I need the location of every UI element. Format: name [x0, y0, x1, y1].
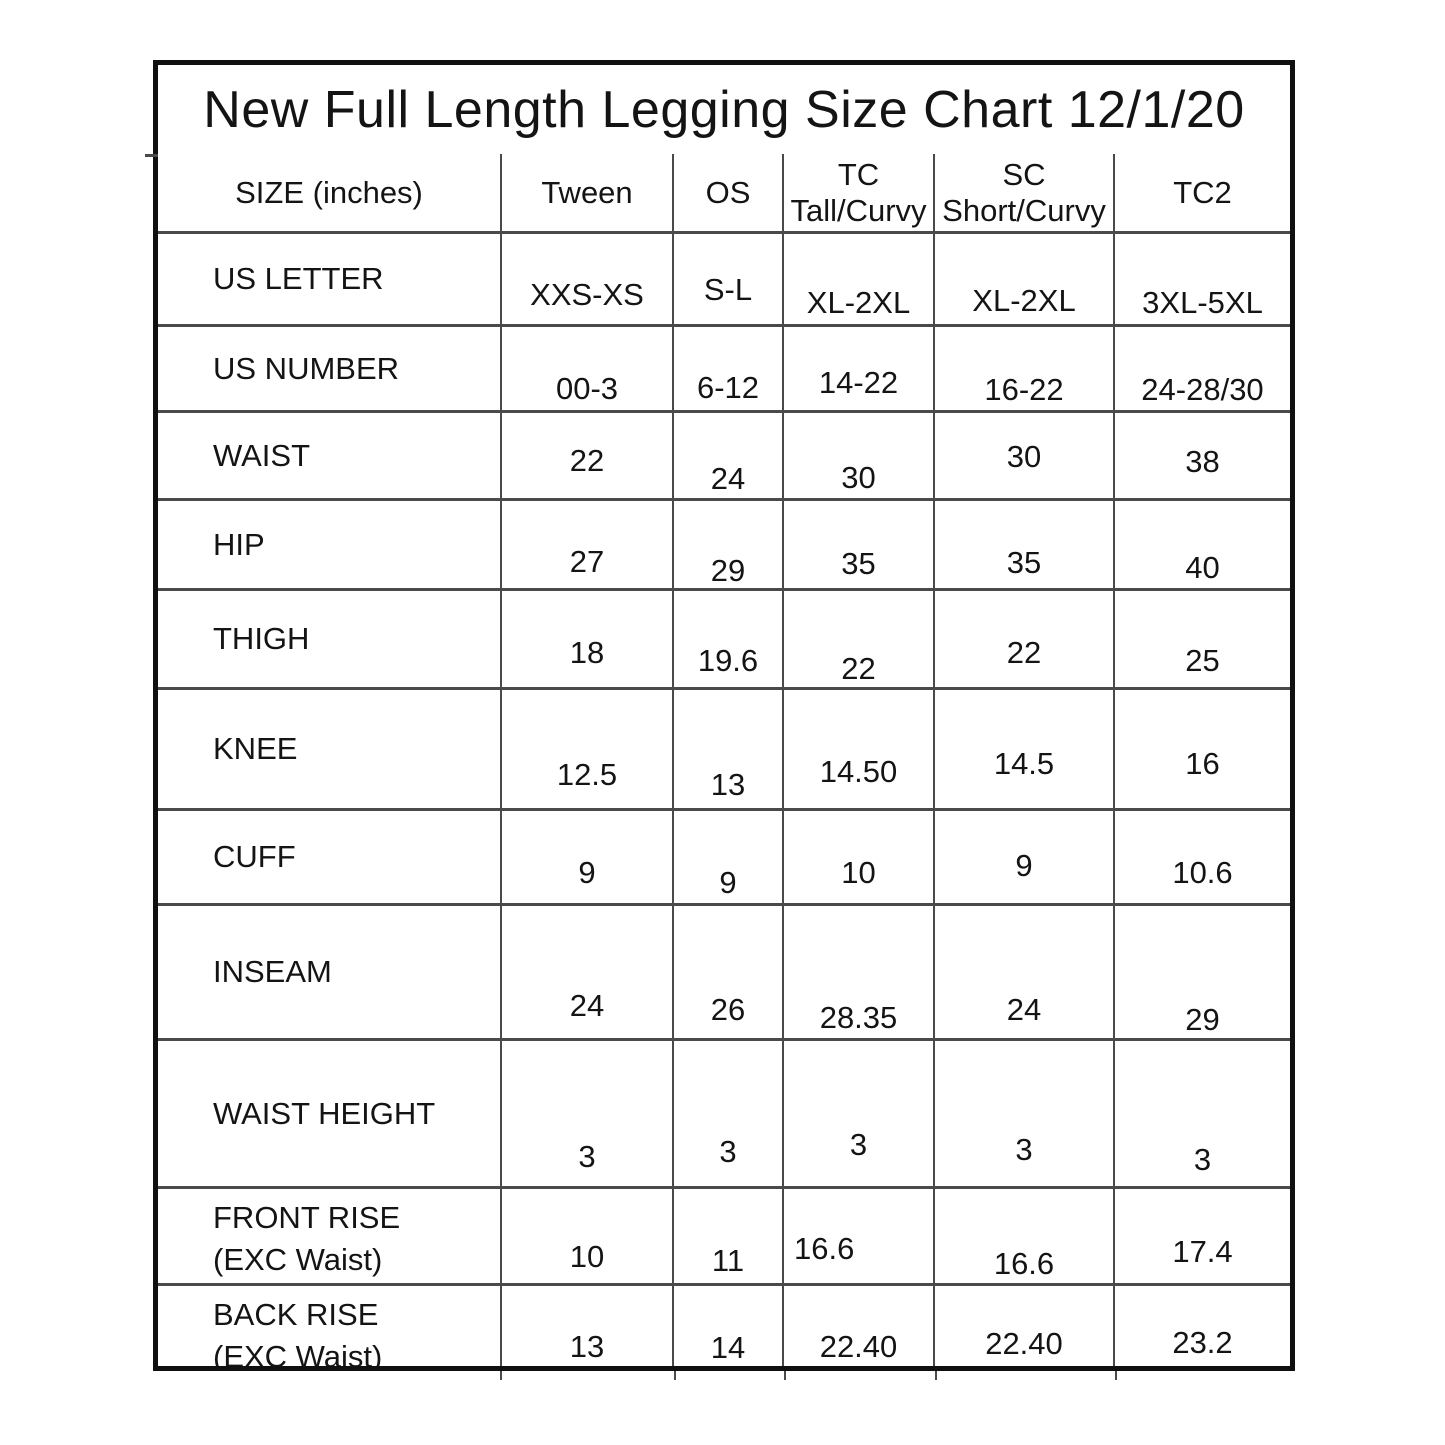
divider-stub: [674, 1371, 676, 1380]
cell-value: 13: [672, 690, 782, 808]
divider-stub: [500, 1371, 502, 1380]
header-cell-tween: Tween: [500, 154, 672, 231]
cell-value: 16.6: [782, 1189, 933, 1283]
table-row-hip: HIP 27 29 35 35 40: [158, 498, 1290, 588]
cell-value: 14.50: [782, 690, 933, 808]
cell-value: 24-28/30: [1113, 327, 1290, 410]
cell-value: 23.2: [1113, 1286, 1290, 1366]
cell-value: 9: [672, 811, 782, 903]
table-row-inseam: INSEAM 24 26 28.35 24 29: [158, 903, 1290, 1038]
cell-value: 9: [933, 811, 1113, 903]
cell-value: 22: [500, 413, 672, 498]
cell-value: 3: [500, 1041, 672, 1186]
size-chart-table: New Full Length Legging Size Chart 12/1/…: [145, 60, 1295, 1380]
cell-value: 18: [500, 591, 672, 687]
header-cell-size: SIZE (inches): [235, 174, 423, 210]
cell-value: 11: [672, 1189, 782, 1283]
table-row-knee: KNEE 12.5 13 14.50 14.5 16: [158, 687, 1290, 808]
cell-value: 9: [500, 811, 672, 903]
row-label: WAIST HEIGHT: [213, 1095, 436, 1131]
cell-value: 3: [1113, 1041, 1290, 1186]
table-row-thigh: THIGH 18 19.6 22 22 25: [158, 588, 1290, 687]
header-cell-tc2: TC2: [1113, 154, 1290, 231]
cell-value: XXS-XS: [500, 234, 672, 324]
cell-value: XL-2XL: [933, 234, 1113, 324]
title-separator-jut: [145, 154, 158, 157]
row-label: FRONT RISE (EXC Waist): [213, 1200, 401, 1277]
cell-value: 28.35: [782, 906, 933, 1038]
cell-value: 24: [672, 413, 782, 498]
header-cell-sc: SC Short/Curvy: [933, 154, 1113, 231]
cell-value: XL-2XL: [782, 234, 933, 324]
cell-value: 22: [782, 591, 933, 687]
cell-value: 25: [1113, 591, 1290, 687]
cell-value: 00-3: [500, 327, 672, 410]
cell-value: 35: [782, 501, 933, 588]
cell-value: 14.5: [933, 690, 1113, 808]
cell-value: 30: [782, 413, 933, 498]
row-label: HIP: [213, 526, 265, 562]
cell-value: 26: [672, 906, 782, 1038]
cell-value: 3XL-5XL: [1113, 234, 1290, 324]
cell-value: 22: [933, 591, 1113, 687]
row-label: INSEAM: [213, 954, 332, 990]
cell-value: 6-12: [672, 327, 782, 410]
divider-stub: [935, 1371, 937, 1380]
cell-value: 29: [672, 501, 782, 588]
title-row: New Full Length Legging Size Chart 12/1/…: [158, 65, 1290, 154]
cell-value: 3: [672, 1041, 782, 1186]
cell-value: 10: [500, 1189, 672, 1283]
cell-value: 16: [1113, 690, 1290, 808]
row-label: KNEE: [213, 731, 298, 767]
cell-value: 29: [1113, 906, 1290, 1038]
table-row-front-rise: FRONT RISE (EXC Waist) 10 11 16.6 16.6 1…: [158, 1186, 1290, 1283]
cell-value: 3: [782, 1041, 933, 1186]
row-label: WAIST: [213, 437, 311, 473]
header-cell-tc: TC Tall/Curvy: [782, 154, 933, 231]
cell-value: 38: [1113, 413, 1290, 498]
row-label: US LETTER: [213, 261, 384, 297]
table-row-us-number: US NUMBER 00-3 6-12 14-22 16-22 24-28/30: [158, 324, 1290, 410]
cell-value: 22.40: [782, 1286, 933, 1366]
table-row-cuff: CUFF 9 9 10 9 10.6: [158, 808, 1290, 903]
cell-value: S-L: [672, 234, 782, 324]
row-label: CUFF: [213, 839, 296, 875]
cell-value: 24: [500, 906, 672, 1038]
cell-value: 27: [500, 501, 672, 588]
cell-value: 19.6: [672, 591, 782, 687]
row-label: BACK RISE (EXC Waist): [213, 1297, 383, 1366]
cell-value: 24: [933, 906, 1113, 1038]
cell-value: 10: [782, 811, 933, 903]
cell-value: 16.6: [933, 1189, 1113, 1283]
table-row-waist-height: WAIST HEIGHT 3 3 3 3 3: [158, 1038, 1290, 1186]
divider-stub: [1115, 1371, 1117, 1380]
cell-value: 3: [933, 1041, 1113, 1186]
cell-value: 22.40: [933, 1286, 1113, 1366]
cell-value: 40: [1113, 501, 1290, 588]
cell-value: 14: [672, 1286, 782, 1366]
cell-value: 10.6: [1113, 811, 1290, 903]
cell-value: 16-22: [933, 327, 1113, 410]
cell-value: 13: [500, 1286, 672, 1366]
cell-value: 35: [933, 501, 1113, 588]
cell-value: 30: [933, 413, 1113, 498]
divider-stub: [784, 1371, 786, 1380]
cell-value: 14-22: [782, 327, 933, 410]
header-cell-os: OS: [672, 154, 782, 231]
table-row-us-letter: US LETTER XXS-XS S-L XL-2XL XL-2XL 3XL-5…: [158, 231, 1290, 324]
chart-title: New Full Length Legging Size Chart 12/1/…: [203, 80, 1245, 139]
cell-value: 17.4: [1113, 1189, 1290, 1283]
header-row: SIZE (inches) Tween OS TC Tall/Curvy SC …: [158, 154, 1290, 231]
table-row-back-rise: BACK RISE (EXC Waist) 13 14 22.40 22.40 …: [158, 1283, 1290, 1366]
row-label: US NUMBER: [213, 350, 400, 386]
table-row-waist: WAIST 22 24 30 30 38: [158, 410, 1290, 498]
row-label: THIGH: [213, 621, 310, 657]
cell-value: 12.5: [500, 690, 672, 808]
